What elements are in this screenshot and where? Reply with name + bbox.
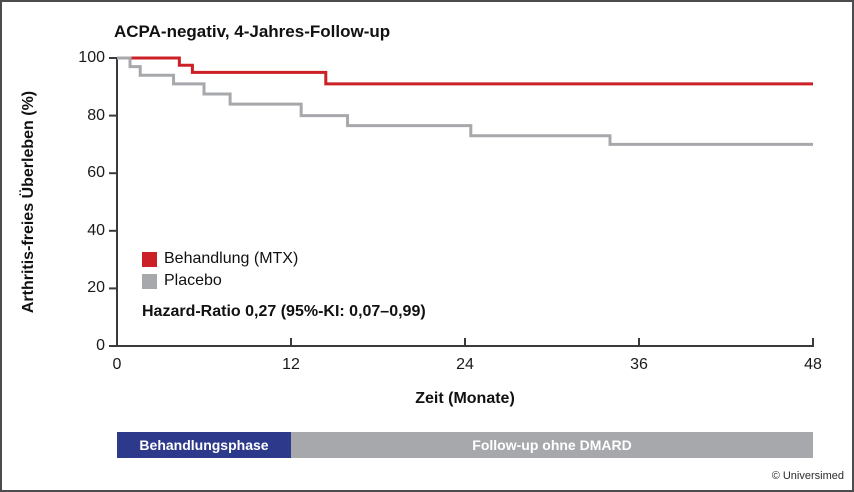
- x-tick-label: 12: [282, 356, 300, 373]
- x-tick-label: 48: [804, 356, 822, 373]
- y-tick-label: 60: [87, 164, 105, 182]
- phase-segment-treatment-label: Behandlungsphase: [139, 437, 269, 453]
- y-tick-label: 0: [96, 337, 105, 354]
- x-tick-label: 36: [630, 356, 648, 373]
- y-tick-label: 40: [87, 221, 105, 239]
- y-tick-label: 100: [78, 49, 105, 66]
- legend: Behandlung (MTX) Placebo: [142, 248, 298, 292]
- series-curve-placebo: [117, 56, 813, 146]
- x-tick-label: 0: [112, 356, 122, 373]
- phase-bar: Behandlungsphase Follow-up ohne DMARD: [117, 432, 813, 458]
- x-axis-label: Zeit (Monate): [415, 390, 515, 407]
- x-tick-label: 24: [456, 356, 474, 373]
- plot-area: [109, 56, 814, 347]
- y-tick-label: 20: [87, 279, 105, 297]
- series-curve-treatment: [117, 56, 813, 86]
- phase-segment-treatment: Behandlungsphase: [117, 432, 291, 458]
- phase-segment-followup: Follow-up ohne DMARD: [291, 432, 813, 458]
- hazard-ratio-annotation: Hazard-Ratio 0,27 (95%-KI: 0,07–0,99): [142, 303, 426, 320]
- phase-segment-followup-label: Follow-up ohne DMARD: [472, 437, 632, 453]
- y-tick-label: 80: [87, 106, 105, 124]
- chart-title: ACPA-negativ, 4-Jahres-Follow-up: [114, 22, 391, 41]
- placebo-color-swatch: [142, 273, 157, 289]
- legend-item-treatment: Behandlung (MTX): [142, 248, 298, 270]
- treatment-color-swatch: [142, 251, 157, 267]
- legend-label-treatment: Behandlung (MTX): [164, 250, 299, 267]
- legend-label-placebo: Placebo: [164, 272, 222, 289]
- legend-item-placebo: Placebo: [142, 270, 298, 292]
- copyright-text: © Universimed: [771, 470, 844, 482]
